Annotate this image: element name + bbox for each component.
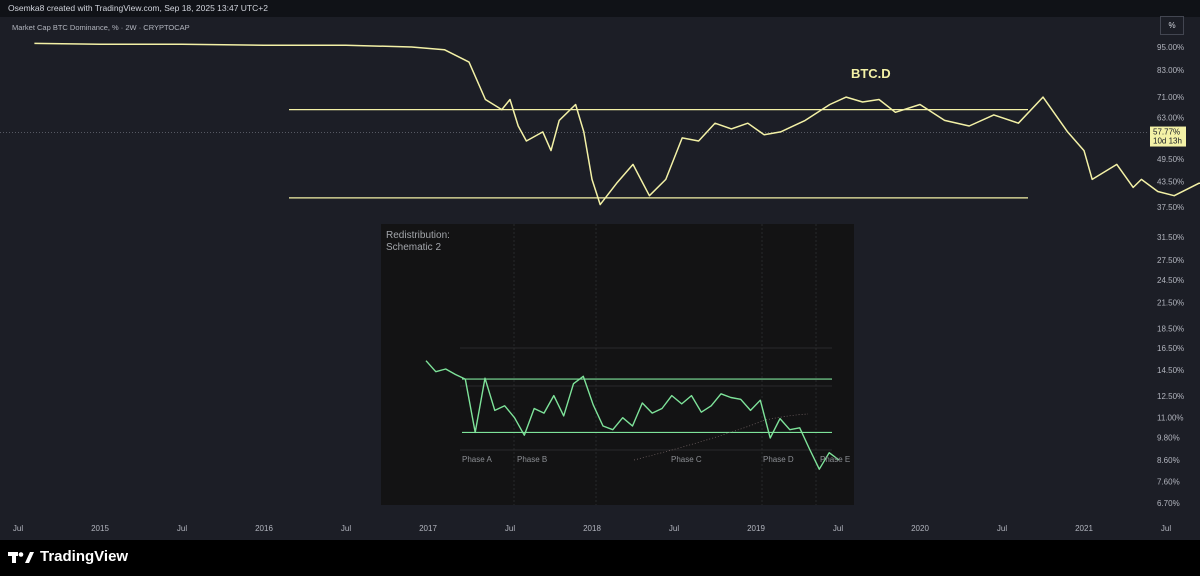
x-tick-label-13: 2021 (1075, 524, 1093, 533)
schematic-phase-label-0: Phase A (462, 455, 492, 464)
price-label-box (1150, 126, 1186, 147)
y-tick-label-16: 11.00% (1157, 414, 1184, 423)
x-tick-label-14: Jul (1161, 524, 1171, 533)
x-tick-label-6: Jul (505, 524, 515, 533)
x-tick-label-1: 2015 (91, 524, 109, 533)
chart-title: BTC.D (851, 66, 891, 81)
y-tick-label-2: 71.00% (1157, 93, 1184, 102)
x-tick-label-10: Jul (833, 524, 843, 533)
y-unit-button[interactable]: % (1160, 16, 1184, 35)
top-bar (0, 0, 1200, 17)
x-tick-label-5: 2017 (419, 524, 437, 533)
x-tick-label-8: Jul (669, 524, 679, 533)
y-tick-label-8: 31.50% (1157, 233, 1184, 242)
y-tick-label-3: 63.00% (1157, 114, 1184, 123)
x-tick-label-9: 2019 (747, 524, 765, 533)
y-tick-label-12: 18.50% (1157, 324, 1184, 333)
y-tick-label-15: 12.50% (1157, 392, 1184, 401)
y-tick-label-9: 27.50% (1157, 256, 1184, 265)
x-tick-label-7: 2018 (583, 524, 601, 533)
y-tick-label-10: 24.50% (1157, 276, 1184, 285)
y-tick-label-0: 95.00% (1157, 43, 1184, 52)
schematic-panel (381, 224, 854, 505)
y-tick-label-17: 9.80% (1157, 434, 1180, 443)
x-tick-label-11: 2020 (911, 524, 929, 533)
tradingview-logo-icon (8, 551, 34, 563)
y-tick-label-13: 16.50% (1157, 344, 1184, 353)
x-tick-label-3: 2016 (255, 524, 273, 533)
schematic-phase-label-1: Phase B (517, 455, 547, 464)
schematic-phase-label-3: Phase D (763, 455, 794, 464)
btc-dominance-line (34, 42, 1200, 206)
price-label-countdown: 10d 13h (1153, 137, 1182, 146)
schematic-price-line (425, 360, 840, 470)
bottom-bar (0, 540, 1200, 576)
schematic-title-line-0: Redistribution: (386, 230, 450, 241)
x-tick-label-4: Jul (341, 524, 351, 533)
schematic-title-line-1: Schematic 2 (386, 242, 441, 253)
y-tick-label-5: 49.50% (1157, 155, 1184, 164)
y-tick-label-14: 14.50% (1157, 366, 1184, 375)
price-label-value: 57.77% (1153, 128, 1180, 137)
x-tick-label-12: Jul (997, 524, 1007, 533)
schematic-dotted-curve (633, 413, 809, 461)
schematic-phase-label-4: Phase E (820, 455, 850, 464)
y-tick-label-11: 21.50% (1157, 299, 1184, 308)
y-tick-label-18: 8.60% (1157, 456, 1180, 465)
y-tick-label-7: 37.50% (1157, 203, 1184, 212)
y-tick-label-6: 43.50% (1157, 177, 1184, 186)
y-tick-label-19: 7.60% (1157, 477, 1180, 486)
symbol-title: Market Cap BTC Dominance, % · 2W · CRYPT… (12, 23, 190, 32)
tradingview-logo[interactable]: TradingView (8, 548, 128, 565)
credit-text: Osemka8 created with TradingView.com, Se… (8, 3, 268, 13)
x-tick-label-2: Jul (177, 524, 187, 533)
y-tick-label-1: 83.00% (1157, 66, 1184, 75)
x-tick-label-0: Jul (13, 524, 23, 533)
y-tick-label-20: 6.70% (1157, 499, 1180, 508)
schematic-phase-label-2: Phase C (671, 455, 702, 464)
tradingview-logo-text: TradingView (40, 548, 129, 565)
